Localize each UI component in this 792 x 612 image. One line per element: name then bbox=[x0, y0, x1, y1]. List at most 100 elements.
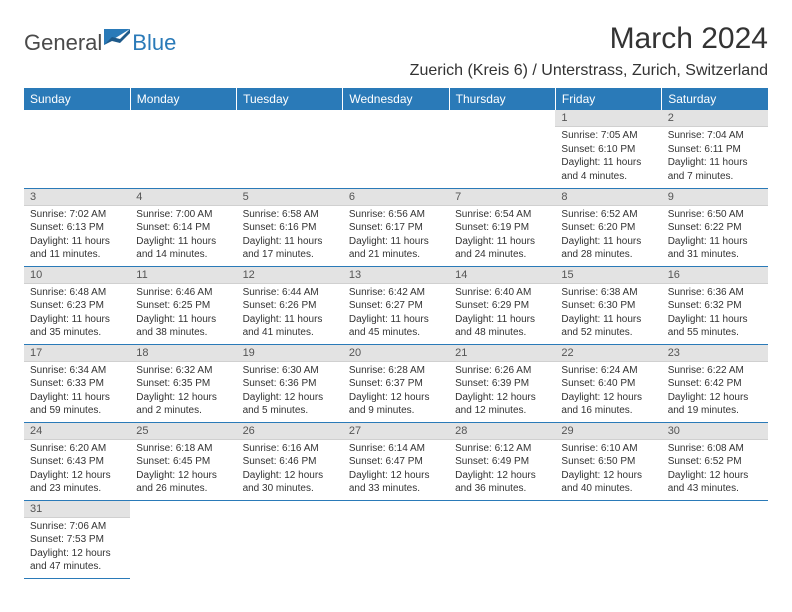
day-number: 30 bbox=[662, 423, 768, 440]
weekday-header: Monday bbox=[130, 88, 236, 110]
day-details: Sunrise: 6:48 AMSunset: 6:23 PMDaylight:… bbox=[24, 284, 130, 343]
day-number: 31 bbox=[24, 501, 130, 518]
calendar-day-cell: 19Sunrise: 6:30 AMSunset: 6:36 PMDayligh… bbox=[237, 344, 343, 422]
day-details: Sunrise: 6:36 AMSunset: 6:32 PMDaylight:… bbox=[662, 284, 768, 343]
sunset-text: Sunset: 6:35 PM bbox=[136, 377, 230, 391]
calendar-header: SundayMondayTuesdayWednesdayThursdayFrid… bbox=[24, 88, 768, 110]
calendar-day-cell: 18Sunrise: 6:32 AMSunset: 6:35 PMDayligh… bbox=[130, 344, 236, 422]
logo: General Blue bbox=[24, 30, 176, 56]
weekday-header: Thursday bbox=[449, 88, 555, 110]
day-number: 14 bbox=[449, 267, 555, 284]
calendar-empty-cell bbox=[130, 500, 236, 578]
day-number: 25 bbox=[130, 423, 236, 440]
day-number: 16 bbox=[662, 267, 768, 284]
calendar-empty-cell bbox=[662, 500, 768, 578]
sunset-text: Sunset: 6:39 PM bbox=[455, 377, 549, 391]
logo-text-blue: Blue bbox=[132, 30, 176, 56]
day-details: Sunrise: 6:12 AMSunset: 6:49 PMDaylight:… bbox=[449, 440, 555, 499]
sunset-text: Sunset: 7:53 PM bbox=[30, 533, 124, 547]
day-details: Sunrise: 6:24 AMSunset: 6:40 PMDaylight:… bbox=[555, 362, 661, 421]
daylight-text: Daylight: 11 hours and 35 minutes. bbox=[30, 313, 124, 340]
sunrise-text: Sunrise: 6:46 AM bbox=[136, 286, 230, 300]
calendar-day-cell: 26Sunrise: 6:16 AMSunset: 6:46 PMDayligh… bbox=[237, 422, 343, 500]
sunset-text: Sunset: 6:27 PM bbox=[349, 299, 443, 313]
calendar-empty-cell bbox=[130, 110, 236, 188]
daylight-text: Daylight: 11 hours and 48 minutes. bbox=[455, 313, 549, 340]
calendar-day-cell: 8Sunrise: 6:52 AMSunset: 6:20 PMDaylight… bbox=[555, 188, 661, 266]
sunrise-text: Sunrise: 6:12 AM bbox=[455, 442, 549, 456]
weekday-header: Wednesday bbox=[343, 88, 449, 110]
sunrise-text: Sunrise: 6:34 AM bbox=[30, 364, 124, 378]
day-details: Sunrise: 6:44 AMSunset: 6:26 PMDaylight:… bbox=[237, 284, 343, 343]
sunrise-text: Sunrise: 6:36 AM bbox=[668, 286, 762, 300]
daylight-text: Daylight: 11 hours and 24 minutes. bbox=[455, 235, 549, 262]
logo-flag-icon bbox=[104, 27, 132, 47]
sunset-text: Sunset: 6:19 PM bbox=[455, 221, 549, 235]
sunrise-text: Sunrise: 6:40 AM bbox=[455, 286, 549, 300]
sunrise-text: Sunrise: 7:06 AM bbox=[30, 520, 124, 534]
calendar-day-cell: 31Sunrise: 7:06 AMSunset: 7:53 PMDayligh… bbox=[24, 500, 130, 578]
calendar-empty-cell bbox=[237, 110, 343, 188]
day-details: Sunrise: 7:04 AMSunset: 6:11 PMDaylight:… bbox=[662, 127, 768, 186]
day-number: 24 bbox=[24, 423, 130, 440]
calendar-day-cell: 6Sunrise: 6:56 AMSunset: 6:17 PMDaylight… bbox=[343, 188, 449, 266]
day-details: Sunrise: 6:22 AMSunset: 6:42 PMDaylight:… bbox=[662, 362, 768, 421]
day-number: 27 bbox=[343, 423, 449, 440]
calendar-day-cell: 9Sunrise: 6:50 AMSunset: 6:22 PMDaylight… bbox=[662, 188, 768, 266]
calendar-empty-cell bbox=[449, 110, 555, 188]
calendar-day-cell: 2Sunrise: 7:04 AMSunset: 6:11 PMDaylight… bbox=[662, 110, 768, 188]
day-number: 23 bbox=[662, 345, 768, 362]
day-number: 5 bbox=[237, 189, 343, 206]
sunrise-text: Sunrise: 6:24 AM bbox=[561, 364, 655, 378]
calendar-day-cell: 21Sunrise: 6:26 AMSunset: 6:39 PMDayligh… bbox=[449, 344, 555, 422]
day-details: Sunrise: 7:05 AMSunset: 6:10 PMDaylight:… bbox=[555, 127, 661, 186]
calendar-day-cell: 5Sunrise: 6:58 AMSunset: 6:16 PMDaylight… bbox=[237, 188, 343, 266]
day-number: 18 bbox=[130, 345, 236, 362]
sunset-text: Sunset: 6:36 PM bbox=[243, 377, 337, 391]
day-details: Sunrise: 6:16 AMSunset: 6:46 PMDaylight:… bbox=[237, 440, 343, 499]
calendar-day-cell: 29Sunrise: 6:10 AMSunset: 6:50 PMDayligh… bbox=[555, 422, 661, 500]
sunset-text: Sunset: 6:16 PM bbox=[243, 221, 337, 235]
sunrise-text: Sunrise: 6:52 AM bbox=[561, 208, 655, 222]
calendar-day-cell: 15Sunrise: 6:38 AMSunset: 6:30 PMDayligh… bbox=[555, 266, 661, 344]
sunrise-text: Sunrise: 6:22 AM bbox=[668, 364, 762, 378]
calendar-week-row: 17Sunrise: 6:34 AMSunset: 6:33 PMDayligh… bbox=[24, 344, 768, 422]
daylight-text: Daylight: 11 hours and 55 minutes. bbox=[668, 313, 762, 340]
sunset-text: Sunset: 6:25 PM bbox=[136, 299, 230, 313]
day-number: 10 bbox=[24, 267, 130, 284]
sunrise-text: Sunrise: 6:48 AM bbox=[30, 286, 124, 300]
sunset-text: Sunset: 6:20 PM bbox=[561, 221, 655, 235]
calendar-day-cell: 7Sunrise: 6:54 AMSunset: 6:19 PMDaylight… bbox=[449, 188, 555, 266]
sunrise-text: Sunrise: 6:20 AM bbox=[30, 442, 124, 456]
sunrise-text: Sunrise: 6:30 AM bbox=[243, 364, 337, 378]
sunrise-text: Sunrise: 6:32 AM bbox=[136, 364, 230, 378]
daylight-text: Daylight: 12 hours and 23 minutes. bbox=[30, 469, 124, 496]
daylight-text: Daylight: 12 hours and 30 minutes. bbox=[243, 469, 337, 496]
day-details: Sunrise: 6:58 AMSunset: 6:16 PMDaylight:… bbox=[237, 206, 343, 265]
logo-text-general: General bbox=[24, 30, 102, 56]
day-details: Sunrise: 6:08 AMSunset: 6:52 PMDaylight:… bbox=[662, 440, 768, 499]
sunset-text: Sunset: 6:30 PM bbox=[561, 299, 655, 313]
daylight-text: Daylight: 12 hours and 9 minutes. bbox=[349, 391, 443, 418]
day-number: 11 bbox=[130, 267, 236, 284]
day-number: 12 bbox=[237, 267, 343, 284]
day-details: Sunrise: 6:40 AMSunset: 6:29 PMDaylight:… bbox=[449, 284, 555, 343]
day-details: Sunrise: 6:28 AMSunset: 6:37 PMDaylight:… bbox=[343, 362, 449, 421]
daylight-text: Daylight: 12 hours and 16 minutes. bbox=[561, 391, 655, 418]
day-details: Sunrise: 6:56 AMSunset: 6:17 PMDaylight:… bbox=[343, 206, 449, 265]
day-number: 19 bbox=[237, 345, 343, 362]
day-details: Sunrise: 6:18 AMSunset: 6:45 PMDaylight:… bbox=[130, 440, 236, 499]
day-details: Sunrise: 6:42 AMSunset: 6:27 PMDaylight:… bbox=[343, 284, 449, 343]
sunset-text: Sunset: 6:17 PM bbox=[349, 221, 443, 235]
sunrise-text: Sunrise: 6:44 AM bbox=[243, 286, 337, 300]
daylight-text: Daylight: 11 hours and 31 minutes. bbox=[668, 235, 762, 262]
sunrise-text: Sunrise: 6:58 AM bbox=[243, 208, 337, 222]
weekday-header: Friday bbox=[555, 88, 661, 110]
day-details: Sunrise: 6:10 AMSunset: 6:50 PMDaylight:… bbox=[555, 440, 661, 499]
calendar-day-cell: 12Sunrise: 6:44 AMSunset: 6:26 PMDayligh… bbox=[237, 266, 343, 344]
calendar-week-row: 3Sunrise: 7:02 AMSunset: 6:13 PMDaylight… bbox=[24, 188, 768, 266]
calendar-empty-cell bbox=[24, 110, 130, 188]
calendar-day-cell: 3Sunrise: 7:02 AMSunset: 6:13 PMDaylight… bbox=[24, 188, 130, 266]
sunset-text: Sunset: 6:22 PM bbox=[668, 221, 762, 235]
day-details: Sunrise: 6:20 AMSunset: 6:43 PMDaylight:… bbox=[24, 440, 130, 499]
